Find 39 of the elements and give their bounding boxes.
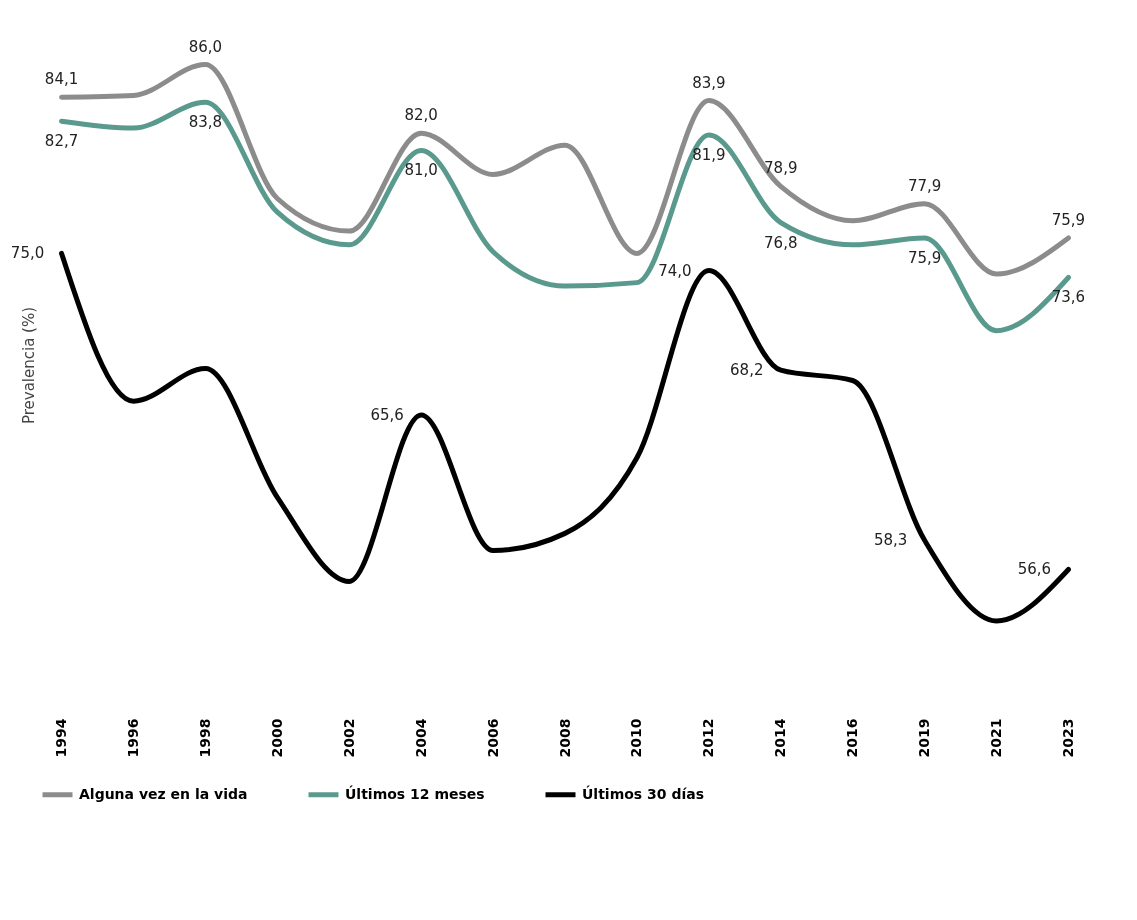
data-label: 65,6 <box>370 405 404 424</box>
x-tick-label: 1996 <box>124 718 141 758</box>
x-tick-label: 1998 <box>196 718 213 758</box>
data-label: 81,0 <box>404 161 438 180</box>
data-label: 81,9 <box>692 145 726 164</box>
x-tick-label: 1994 <box>53 718 70 758</box>
x-tick-label: 2000 <box>268 718 285 758</box>
x-tick-label: 2014 <box>772 718 789 758</box>
data-label: 73,6 <box>1051 288 1086 307</box>
data-label: 75,9 <box>1051 210 1086 229</box>
x-tick-label: 2019 <box>916 718 933 758</box>
data-label: 76,8 <box>764 233 798 252</box>
x-tick-label: 2002 <box>340 718 357 758</box>
x-tick-label: 2023 <box>1059 718 1076 758</box>
x-tick-label: 2010 <box>628 718 645 758</box>
x-tick-label: 2012 <box>700 718 717 758</box>
data-label: 58,3 <box>873 531 908 550</box>
legend-label: Últimos 30 días <box>582 784 705 802</box>
data-label: 56,6 <box>1017 560 1052 579</box>
y-axis-title: Prevalencia (%) <box>19 306 38 425</box>
x-tick-label: 2008 <box>556 718 573 758</box>
data-label: 86,0 <box>188 37 223 56</box>
data-label: 82,7 <box>44 132 79 151</box>
x-tick-label: 2021 <box>988 718 1005 758</box>
data-label: 77,9 <box>907 176 942 195</box>
x-tick-label: 2016 <box>844 718 861 758</box>
data-label: 83,9 <box>692 73 726 92</box>
data-label: 68,2 <box>730 361 764 380</box>
legend-label: Alguna vez en la vida <box>79 785 248 802</box>
data-label: 75,0 <box>10 244 45 263</box>
data-label: 83,8 <box>188 113 223 132</box>
x-tick-label: 2006 <box>484 718 501 758</box>
data-label: 74,0 <box>658 261 692 280</box>
x-tick-label: 2004 <box>412 718 429 758</box>
data-label: 75,9 <box>907 248 942 267</box>
data-label: 84,1 <box>44 70 79 89</box>
data-label: 78,9 <box>764 159 798 178</box>
legend-label: Últimos 12 meses <box>345 784 485 802</box>
data-label: 82,0 <box>404 106 438 125</box>
